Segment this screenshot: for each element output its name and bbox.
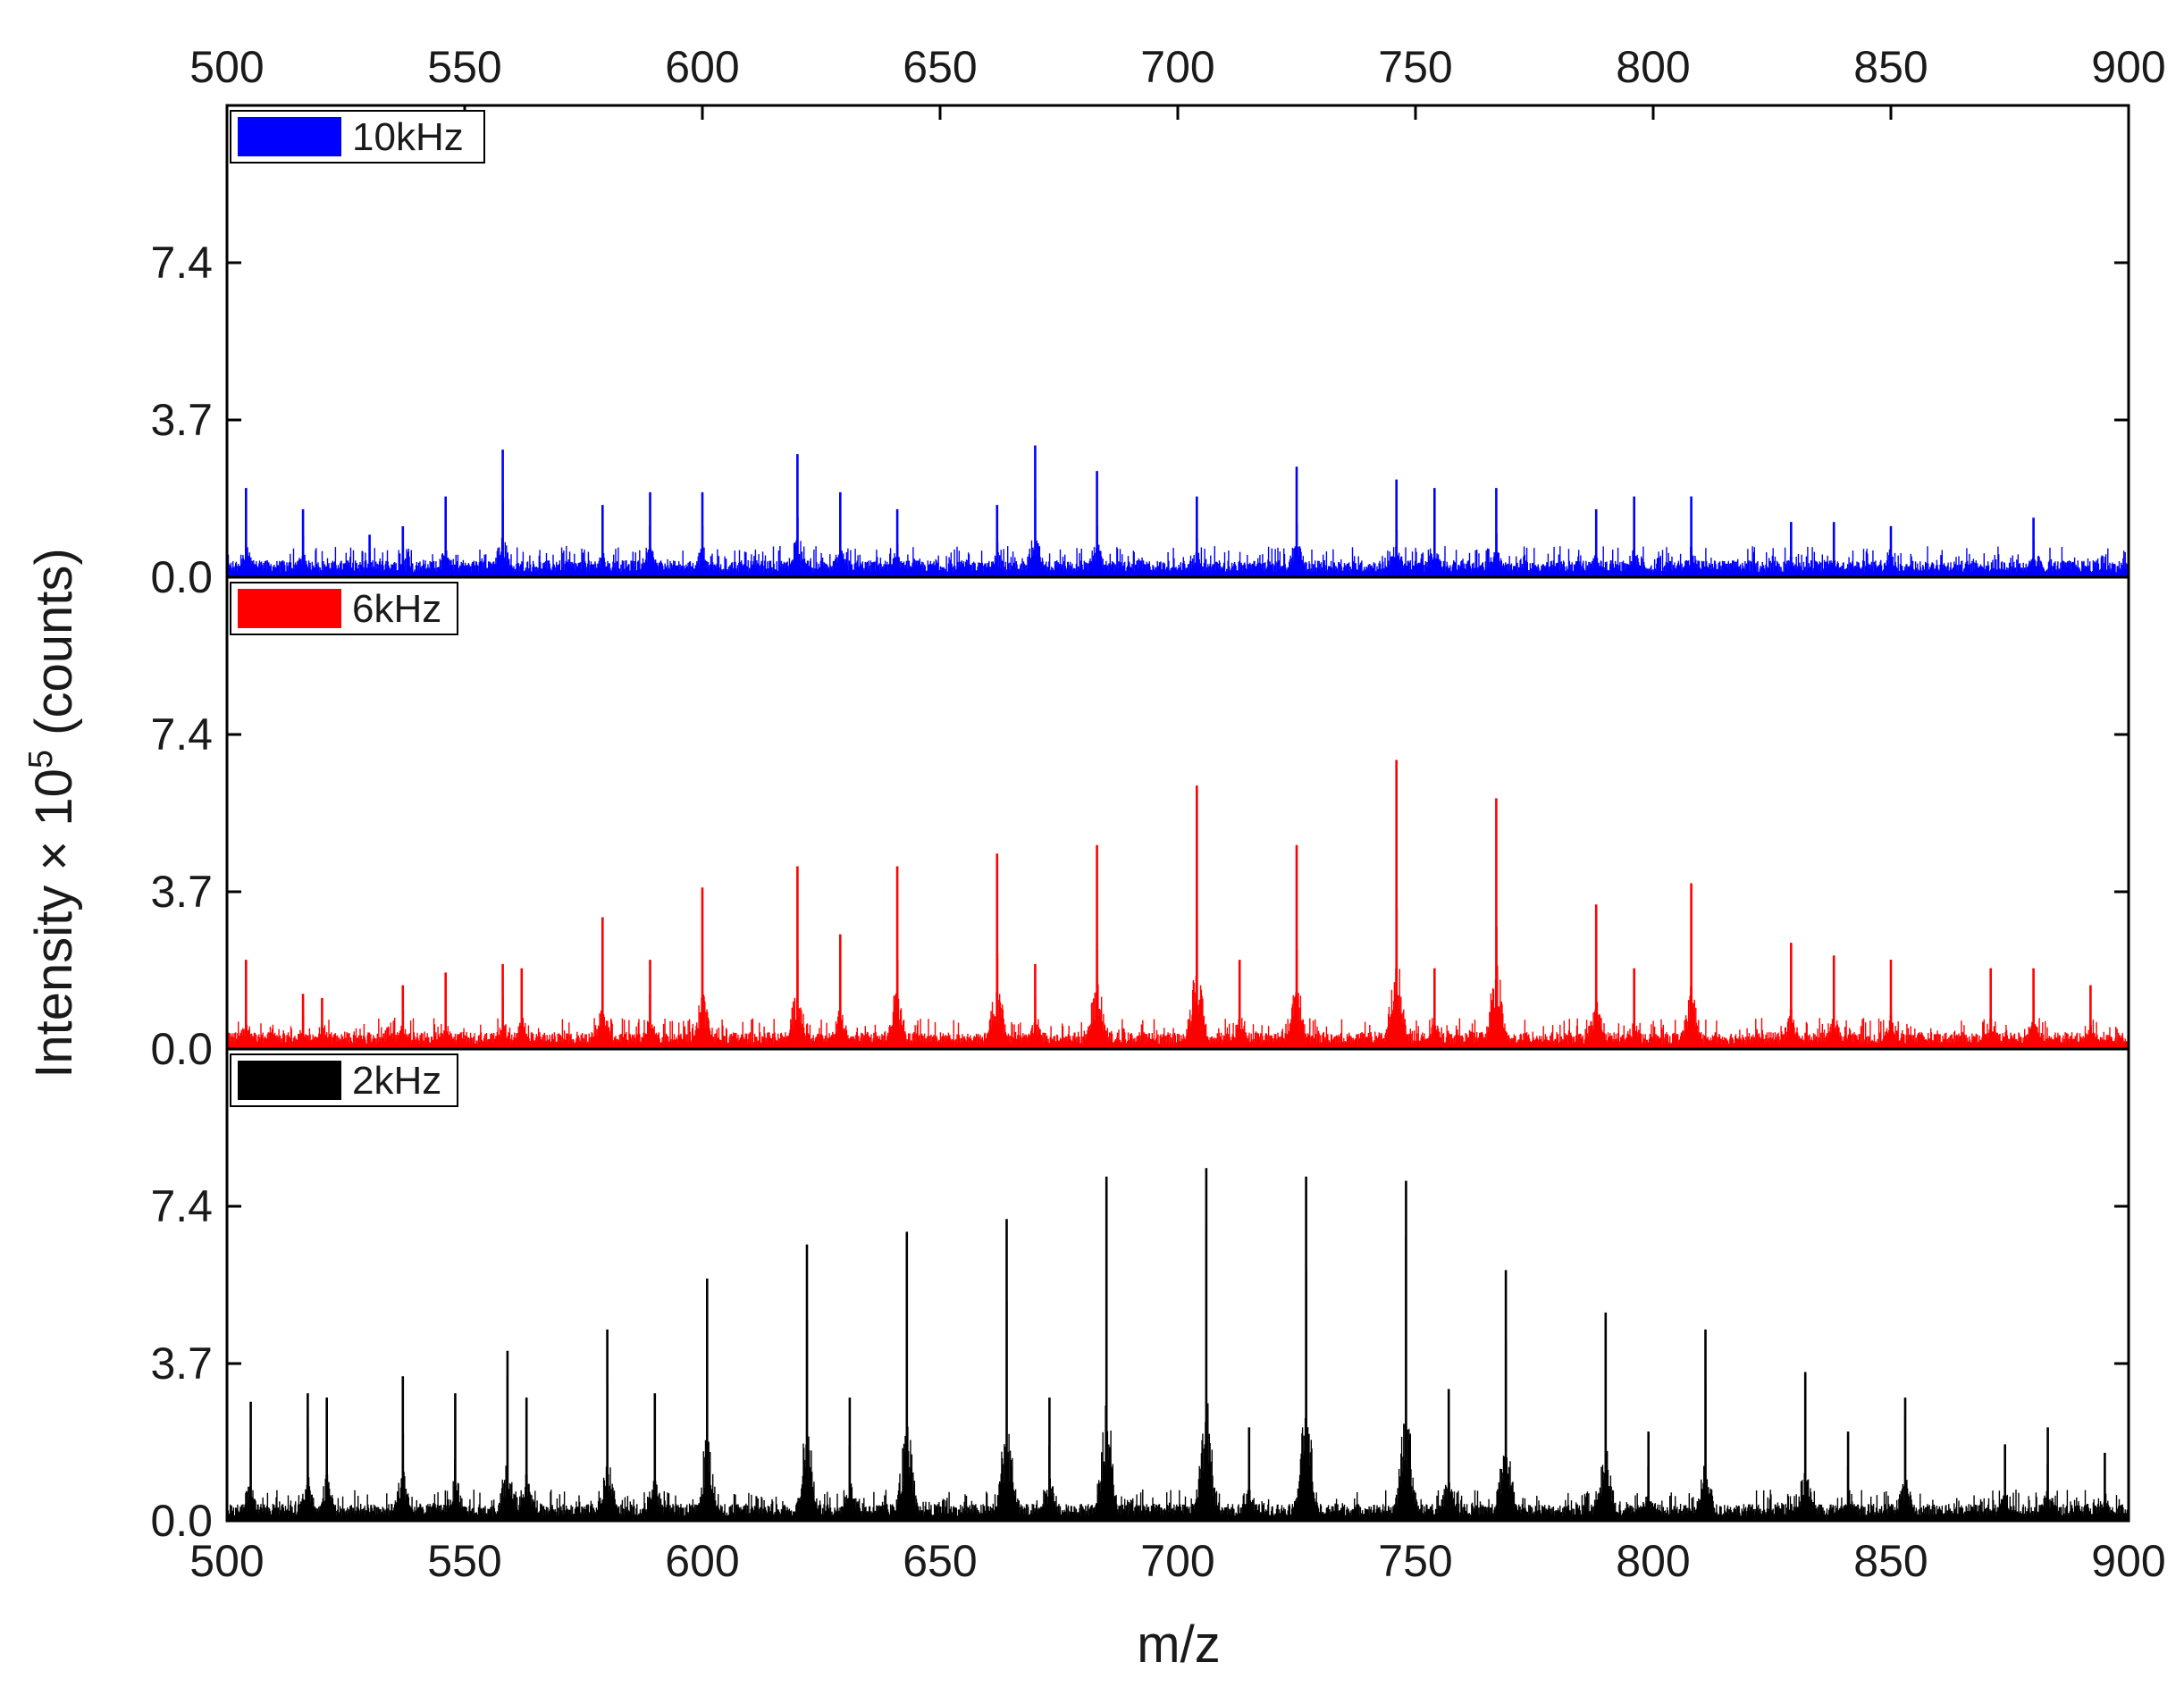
x-tick-label-bottom: 700	[1140, 1536, 1214, 1586]
y-axis-title: Intensity × 105 (counts)	[22, 548, 83, 1078]
x-tick-label-bottom: 900	[2091, 1536, 2165, 1586]
y-tick-label: 7.4	[150, 709, 213, 760]
legends: 10kHz 6kHz 2kHz	[230, 110, 485, 1107]
y-tick-label: 7.4	[150, 1181, 213, 1231]
legend-swatch	[238, 589, 341, 628]
x-tick-label-top: 500	[189, 42, 264, 92]
x-tick-label-top: 900	[2091, 42, 2165, 92]
legend-10kHz: 10kHz	[230, 110, 485, 164]
y-tick-label: 0.0	[150, 552, 213, 602]
panels	[226, 445, 2129, 1521]
legend-2kHz: 2kHz	[230, 1053, 458, 1107]
x-tick-label-top: 850	[1853, 42, 1928, 92]
y-tick-label: 3.7	[150, 867, 213, 917]
y-axis-title-suffix: (counts)	[25, 548, 83, 750]
x-tick-label-bottom: 600	[665, 1536, 739, 1586]
y-tick-label: 0.0	[150, 1496, 213, 1546]
x-tick-label-top: 800	[1616, 42, 1690, 92]
y-tick-label: 3.7	[150, 1339, 213, 1389]
legend-6kHz: 6kHz	[230, 582, 458, 635]
y-tick-label: 0.0	[150, 1024, 213, 1074]
x-tick-label-top: 700	[1140, 42, 1214, 92]
x-tick-label-bottom: 550	[427, 1536, 501, 1586]
x-tick-label-bottom: 500	[189, 1536, 264, 1586]
x-tick-label-top: 750	[1378, 42, 1452, 92]
x-tick-label-bottom: 850	[1853, 1536, 1928, 1586]
legend-label: 6kHz	[352, 587, 441, 631]
x-tick-label-bottom: 800	[1616, 1536, 1690, 1586]
y-axis-title-main: Intensity × 10	[25, 768, 83, 1079]
axes: 0.0 3.7 7.4 0.0 3.7 7.4 0.0 3.7 7.4 500 500 550 550 6…	[150, 42, 2165, 1586]
x-tick-label-top: 550	[427, 42, 501, 92]
legend-label: 2kHz	[352, 1059, 441, 1103]
x-tick-label-top: 600	[665, 42, 739, 92]
y-axis-title-exponent: 5	[22, 750, 60, 768]
x-tick-label-bottom: 750	[1378, 1536, 1452, 1586]
x-tick-label-top: 650	[903, 42, 977, 92]
legend-swatch	[238, 117, 341, 156]
x-axis-title: m/z	[1137, 1616, 1220, 1674]
x-tick-label-bottom: 650	[903, 1536, 977, 1586]
legend-swatch	[238, 1061, 341, 1100]
y-tick-label: 3.7	[150, 395, 213, 445]
legend-label: 10kHz	[352, 115, 464, 159]
y-tick-label: 7.4	[150, 238, 213, 288]
